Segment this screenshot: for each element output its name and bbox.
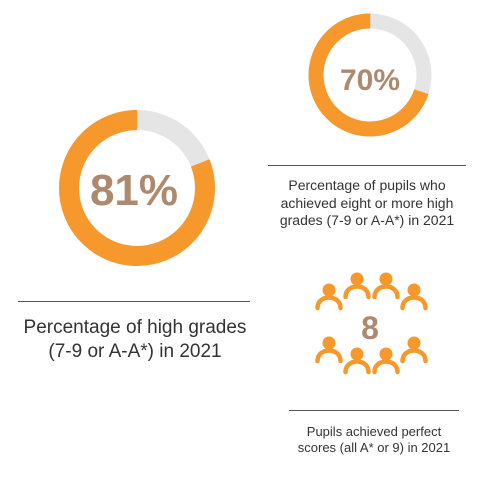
person-icon [315,283,343,311]
pupil-icons-group [315,272,428,375]
donut-value-arc [59,110,215,266]
caption-line: Pupils achieved perfect [306,424,442,439]
caption-line: (7-9 or A-A*) in 2021 [48,340,222,362]
perfect-scores-count: 8 [361,310,379,346]
person-icon [400,283,428,311]
person-icon [315,336,343,364]
person-icon [372,272,400,300]
donut-value-label-70: 70% [340,64,400,97]
caption-line: Percentage of high grades [23,317,247,338]
donut-chart-eight-high-grades [308,13,432,137]
divider-eight-high-grades [268,165,466,166]
caption-high-grades: Percentage of high grades (7-9 or A-A*) … [5,316,265,364]
person-icon [372,347,400,375]
caption-perfect-scores: Pupils achieved perfect scores (all A* o… [278,424,470,457]
person-icon [343,272,371,300]
divider-high-grades [18,301,250,302]
caption-line: Percentage of pupils who [288,177,446,193]
donut-chart-high-grades [59,110,215,266]
donut-value-label-81: 81% [90,166,178,215]
caption-line: grades (7-9 or A-A*) in 2021 [279,212,455,228]
divider-perfect-scores [289,410,459,411]
caption-line: scores (all A* or 9) in 2021 [297,440,451,456]
person-icon [400,336,428,364]
caption-eight-high-grades: Percentage of pupils who achieved eight … [262,177,472,230]
person-icon [343,347,371,375]
caption-line: achieved eight or more high [280,194,454,211]
donut-value-arc [308,13,432,137]
